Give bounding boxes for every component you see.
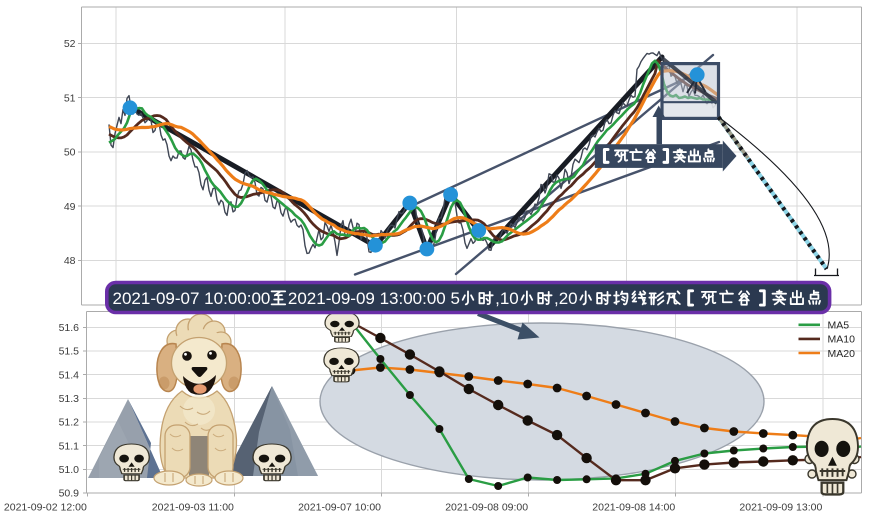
svg-text:51.0: 51.0 [59,464,80,476]
svg-text:2021-09-07 10:00:00: 2021-09-07 10:00:00 [113,289,271,308]
svg-text:,10: ,10 [495,289,519,308]
svg-text:,20: ,20 [554,289,578,308]
svg-text:48: 48 [64,255,76,267]
svg-text:2021-09-09 13:00: 2021-09-09 13:00 [739,502,822,514]
svg-text:50: 50 [64,147,76,159]
svg-text:2021-09-08 14:00: 2021-09-08 14:00 [592,502,675,514]
svg-text:51: 51 [64,92,76,104]
svg-text:MA10: MA10 [828,334,856,346]
svg-text:51.4: 51.4 [59,369,80,381]
svg-text:2021-09-03 11:00: 2021-09-03 11:00 [152,502,234,514]
svg-text:50.9: 50.9 [59,488,80,500]
svg-text:51.6: 51.6 [59,322,80,334]
svg-text:2021-09-09 13:00:00 5: 2021-09-09 13:00:00 5 [288,289,460,308]
svg-text:51.5: 51.5 [59,346,80,358]
svg-text:MA20: MA20 [828,348,856,360]
svg-text:2021-09-08 09:00: 2021-09-08 09:00 [445,502,528,514]
svg-text:51.3: 51.3 [59,393,80,405]
svg-text:51.1: 51.1 [59,440,80,452]
svg-text:51.2: 51.2 [59,417,80,429]
svg-text:MA5: MA5 [828,320,850,332]
svg-text:52: 52 [64,38,76,50]
svg-text:2021-09-07 10:00: 2021-09-07 10:00 [298,502,381,514]
svg-text:2021-09-02 12:00: 2021-09-02 12:00 [4,502,87,514]
svg-text:49: 49 [64,201,76,213]
